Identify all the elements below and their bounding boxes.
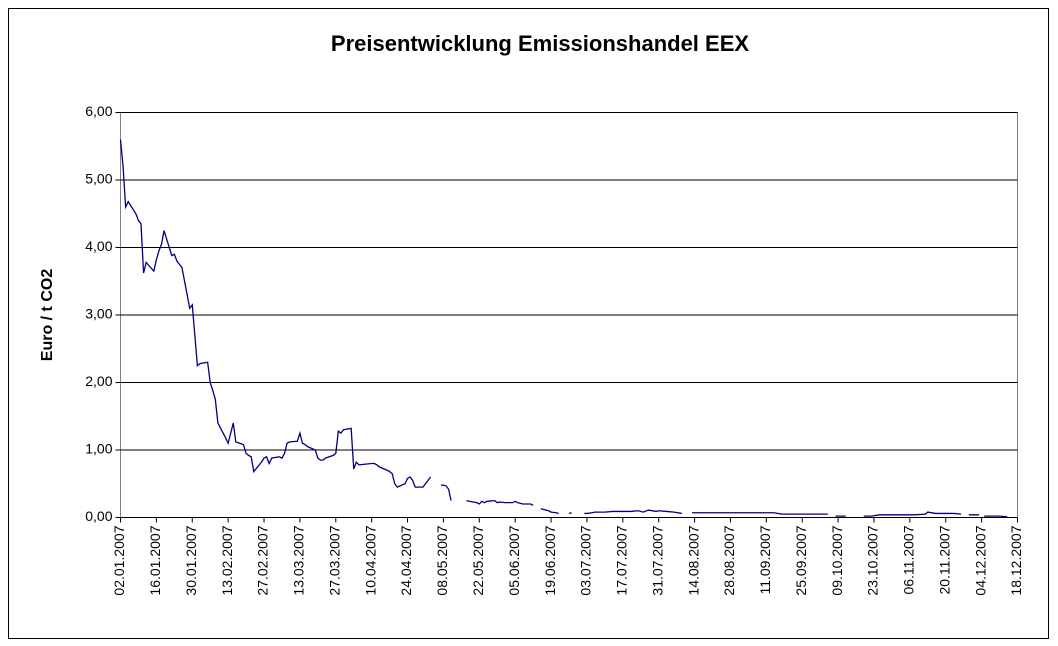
x-tick-label: 06.11.2007 <box>901 525 917 594</box>
x-tick-label: 20.11.2007 <box>936 525 952 594</box>
x-tick-label: 24.04.2007 <box>398 525 414 595</box>
y-tick-label: 2,00 <box>85 373 112 389</box>
y-tick-label: 3,00 <box>85 306 112 322</box>
x-tick-label: 30.01.2007 <box>183 525 199 595</box>
x-tick-label: 27.03.2007 <box>326 525 342 595</box>
y-tick-label: 5,00 <box>85 171 112 187</box>
y-tick-label: 6,00 <box>85 103 112 119</box>
x-tick-label: 04.12.2007 <box>972 525 988 595</box>
x-tick-label: 23.10.2007 <box>865 525 881 595</box>
y-axis-label: Euro / t CO2 <box>39 269 56 362</box>
x-tick-label: 10.04.2007 <box>362 525 378 595</box>
x-tick-label: 16.01.2007 <box>147 525 163 595</box>
x-tick-label: 13.02.2007 <box>219 525 235 595</box>
x-tick-label: 31.07.2007 <box>649 525 665 595</box>
y-tick-label: 0,00 <box>85 508 112 524</box>
x-tick-label: 28.08.2007 <box>721 525 737 595</box>
x-tick-label: 25.09.2007 <box>793 525 809 595</box>
x-tick-label: 02.01.2007 <box>111 525 127 595</box>
x-tick-label: 22.05.2007 <box>470 525 486 595</box>
price-line <box>119 139 1008 518</box>
y-tick-label: 1,00 <box>85 441 112 457</box>
x-tick-label: 11.09.2007 <box>757 525 773 594</box>
y-tick-label: 4,00 <box>85 238 112 254</box>
x-tick-label: 05.06.2007 <box>506 525 522 595</box>
x-tick-label: 03.07.2007 <box>578 525 594 595</box>
x-tick-label: 17.07.2007 <box>614 525 630 595</box>
x-tick-label: 27.02.2007 <box>255 525 271 595</box>
x-tick-label: 14.08.2007 <box>685 525 701 595</box>
x-tick-label: 19.06.2007 <box>542 525 558 595</box>
x-tick-label: 08.05.2007 <box>434 525 450 595</box>
x-tick-label: 13.03.2007 <box>291 525 307 595</box>
chart-title: Preisentwicklung Emissionshandel EEX <box>331 31 749 56</box>
x-tick-label: 09.10.2007 <box>829 525 845 595</box>
x-tick-label: 18.12.2007 <box>1008 525 1024 595</box>
